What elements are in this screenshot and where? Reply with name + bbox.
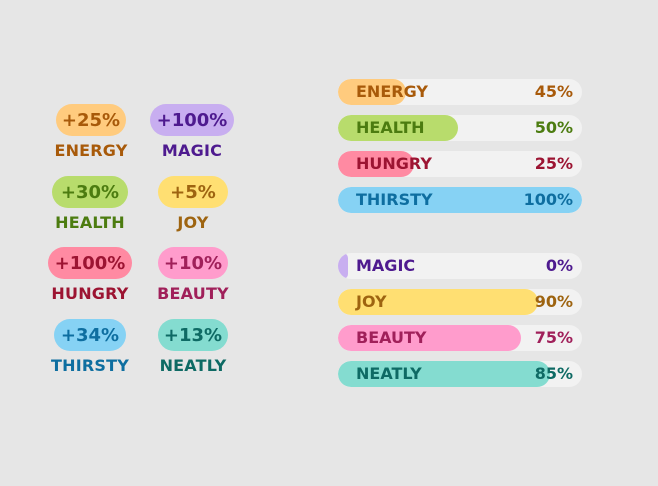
badge-hungry: +100% HUNGRY bbox=[48, 247, 132, 303]
badge-neatly: +13% NEATLY bbox=[158, 319, 228, 375]
badge-value: +30% bbox=[60, 181, 120, 203]
progress-value: 0% bbox=[545, 256, 573, 275]
progress-label: ENERGY bbox=[356, 82, 428, 101]
progress-bar-hungry: HUNGRY 25% bbox=[338, 151, 582, 177]
progress-label: THIRSTY bbox=[356, 190, 433, 209]
badge-health: +30% HEALTH bbox=[52, 176, 128, 232]
progress-value: 85% bbox=[534, 364, 573, 383]
badge-label: HUNGRY bbox=[51, 284, 129, 303]
progress-value: 25% bbox=[534, 154, 573, 173]
progress-bar-joy: JOY 90% bbox=[338, 289, 582, 315]
progress-fill bbox=[338, 151, 414, 177]
progress-label: HUNGRY bbox=[356, 154, 432, 173]
progress-bar-neatly: NEATLY 85% bbox=[338, 361, 582, 387]
badge-label: BEAUTY bbox=[157, 284, 229, 303]
badge-thirsty: +34% THIRSTY bbox=[51, 319, 130, 375]
progress-label: HEALTH bbox=[356, 118, 425, 137]
badge-value: +34% bbox=[60, 324, 120, 346]
progress-label: JOY bbox=[356, 292, 387, 311]
badge-pill: +5% bbox=[158, 176, 228, 208]
badge-joy: +5% JOY bbox=[158, 176, 228, 232]
progress-fill bbox=[338, 187, 582, 213]
progress-value: 45% bbox=[534, 82, 573, 101]
progress-fill bbox=[338, 361, 551, 387]
progress-label: NEATLY bbox=[356, 364, 422, 383]
progress-value: 90% bbox=[534, 292, 573, 311]
progress-fill bbox=[338, 325, 521, 351]
progress-fill bbox=[338, 253, 348, 279]
badge-label: ENERGY bbox=[54, 141, 128, 160]
badge-label: NEATLY bbox=[159, 356, 227, 375]
badge-value: +5% bbox=[170, 181, 216, 203]
badge-pill: +34% bbox=[54, 319, 126, 351]
badge-magic: +100% MAGIC bbox=[150, 104, 234, 160]
progress-label: MAGIC bbox=[356, 256, 416, 275]
badge-value: +100% bbox=[156, 109, 228, 131]
badge-pill: +13% bbox=[158, 319, 228, 351]
progress-value: 100% bbox=[523, 190, 573, 209]
badge-pill: +30% bbox=[52, 176, 128, 208]
badge-label: MAGIC bbox=[161, 141, 223, 160]
progress-value: 75% bbox=[534, 328, 573, 347]
progress-fill bbox=[338, 289, 539, 315]
badge-label: HEALTH bbox=[55, 213, 125, 232]
badge-pill: +100% bbox=[150, 104, 234, 136]
badge-pill: +100% bbox=[48, 247, 132, 279]
badge-value: +100% bbox=[54, 252, 126, 274]
progress-bar-beauty: BEAUTY 75% bbox=[338, 325, 582, 351]
badge-pill: +10% bbox=[158, 247, 228, 279]
progress-bar-energy: ENERGY 45% bbox=[338, 79, 582, 105]
badge-beauty: +10% BEAUTY bbox=[157, 247, 229, 303]
progress-bar-magic: MAGIC 0% bbox=[338, 253, 582, 279]
progress-bar-thirsty: THIRSTY 100% bbox=[338, 187, 582, 213]
progress-bar-health: HEALTH 50% bbox=[338, 115, 582, 141]
progress-fill bbox=[338, 79, 407, 105]
badge-value: +25% bbox=[61, 109, 121, 131]
badge-value: +10% bbox=[163, 252, 223, 274]
badge-value: +13% bbox=[163, 324, 223, 346]
progress-value: 50% bbox=[534, 118, 573, 137]
badge-energy: +25% ENERGY bbox=[54, 104, 128, 160]
progress-label: BEAUTY bbox=[356, 328, 427, 347]
progress-fill bbox=[338, 115, 458, 141]
badge-pill: +25% bbox=[56, 104, 126, 136]
badge-label: JOY bbox=[177, 213, 209, 232]
badge-label: THIRSTY bbox=[51, 356, 130, 375]
